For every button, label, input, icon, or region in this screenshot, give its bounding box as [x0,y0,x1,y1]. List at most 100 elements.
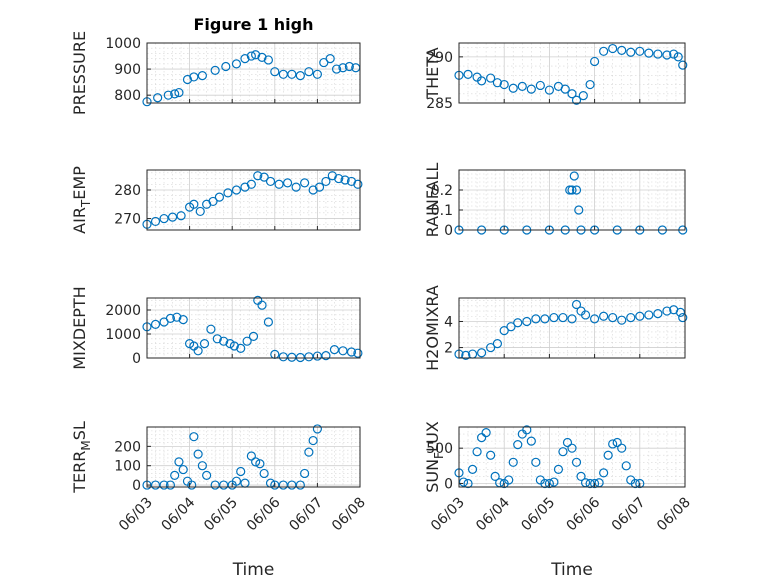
x-tick-label: 06/06 [244,494,284,534]
data-point [178,315,188,325]
data-point [246,179,256,189]
subplot-pressure: 800 900 1000 PRESSURE Figure 1 high [70,15,361,115]
y-tick-label: 800 [114,88,141,104]
data-point [270,67,280,77]
axes-frame [458,169,686,231]
y-tick-label: 2000 [105,303,141,319]
y-axis-label: AIRTEMP [70,166,93,234]
data-point [240,54,250,64]
data-point [255,459,265,469]
data-point [580,310,591,320]
data-point [492,78,503,88]
data-point [257,52,267,62]
data-point [504,475,514,485]
data-point [193,346,203,356]
data-point [338,346,348,356]
data-point [608,312,618,323]
data-point [150,216,161,227]
data-point [325,54,335,64]
data-point [231,476,242,486]
data-point [477,348,487,358]
data-point [159,213,169,224]
data-point [178,464,188,475]
data-point [486,73,496,83]
y-tick-label: 2 [444,341,453,357]
axes-frame [458,426,686,488]
axes-frame [458,42,686,104]
data-point [251,457,261,467]
data-point [499,79,509,90]
data-point [165,313,176,323]
data-point [253,171,263,181]
data-point [312,424,322,434]
data-point [574,205,584,215]
chart-title: Figure 1 high [194,15,314,34]
data-point [308,435,318,446]
data-point [300,178,310,188]
x-tick-label: 06/07 [609,495,649,535]
data-point [212,334,222,344]
data-point [458,477,469,487]
data-point [210,65,220,75]
data-point [608,43,618,54]
x-tick-label: 06/06 [564,494,604,534]
data-point [163,90,173,100]
data-point [653,49,663,59]
data-point [653,309,663,319]
y-axis-label: PRESSURE [70,31,89,115]
x-axis-label: Time [232,560,275,580]
data-point [617,45,627,55]
axes-background [147,170,360,230]
data-point [170,470,180,480]
data-point [544,85,555,95]
data-point [506,322,516,332]
y-tick-label: 500 [426,441,453,457]
data-point [675,307,686,317]
data-point [236,343,246,353]
y-tick-label: 0 [132,478,141,494]
data-point [259,468,269,479]
data-point [314,182,325,192]
y-tick-label: 0 [132,351,141,367]
data-point [549,312,559,323]
subplot-mixdepth: 0 1000 2000 MIXDEPTH [70,286,363,370]
y-tick-label: 0 [444,476,453,492]
data-point [492,339,503,349]
y-tick-label: 290 [426,50,453,66]
data-point [526,84,536,94]
data-point [353,348,363,358]
data-point [549,477,559,487]
data-point [603,450,613,460]
data-point [193,449,203,459]
data-point [282,178,293,188]
data-point [508,457,518,467]
data-point [569,171,579,181]
data-point [481,428,491,438]
data-point [331,64,342,74]
y-axis-label: RAINFALL [423,163,442,238]
data-point [214,192,225,202]
x-tick-label: 06/08 [329,495,369,535]
data-point [197,71,207,81]
data-point [197,461,207,471]
data-point [295,71,305,81]
data-point [300,468,310,479]
data-point [662,50,672,60]
data-point [589,314,600,324]
axes-frame [146,297,361,359]
data-point [208,196,218,207]
data-point [626,47,636,57]
data-point [576,471,586,482]
x-tick-label: 06/05 [201,495,241,535]
data-point [236,466,246,477]
subplot-air-temp: 270 280 AIRTEMP [70,166,363,234]
data-point [340,175,350,185]
axes-background [459,298,685,358]
data-point [291,182,301,192]
data-point [338,63,348,73]
data-point [187,480,197,490]
data-point [189,72,199,82]
data-point [560,84,570,94]
data-point [644,310,654,320]
